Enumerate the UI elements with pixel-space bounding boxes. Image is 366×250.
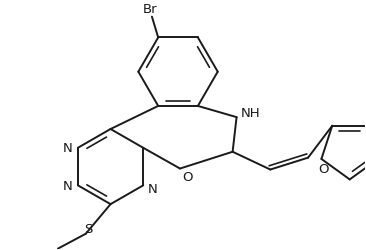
Text: O: O <box>183 170 193 183</box>
Text: Br: Br <box>143 3 157 16</box>
Text: NH: NH <box>241 106 260 119</box>
Text: N: N <box>63 142 73 155</box>
Text: N: N <box>147 182 157 195</box>
Text: O: O <box>318 163 329 175</box>
Text: S: S <box>85 222 93 235</box>
Text: N: N <box>63 179 73 192</box>
